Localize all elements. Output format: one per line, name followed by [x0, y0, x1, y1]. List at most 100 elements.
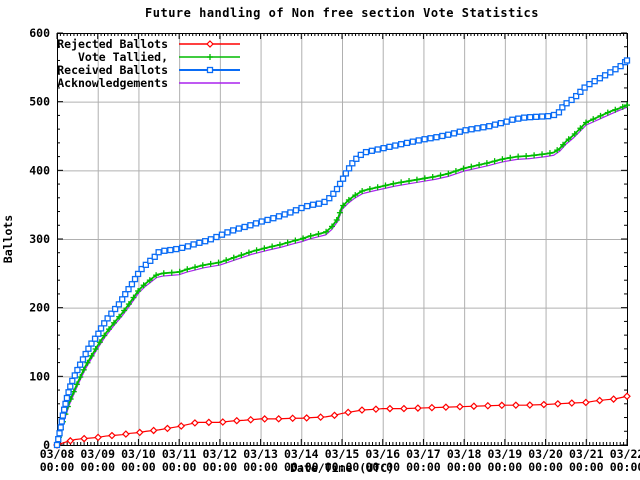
square-marker: [108, 310, 115, 317]
square-marker: [315, 200, 323, 207]
diamond-marker: [204, 418, 213, 427]
x-tick-date-label: 03/17: [406, 447, 441, 461]
diamond-marker: [122, 430, 130, 438]
square-marker: [357, 151, 364, 159]
square-marker: [125, 286, 132, 293]
square-marker: [486, 123, 493, 130]
x-tick-date-label: 03/16: [365, 447, 400, 461]
square-marker: [134, 270, 142, 278]
square-marker: [202, 238, 209, 245]
square-marker: [97, 325, 105, 332]
square-marker: [119, 296, 126, 303]
square-marker: [439, 132, 446, 140]
square-marker: [76, 361, 84, 368]
square-marker: [258, 218, 265, 225]
square-marker: [526, 114, 534, 121]
square-marker: [563, 100, 570, 107]
square-marker: [309, 201, 317, 208]
square-marker: [397, 141, 405, 148]
square-marker: [60, 406, 68, 413]
square-marker: [184, 243, 192, 250]
square-marker: [196, 239, 203, 246]
diamond-marker: [288, 414, 297, 423]
square-marker: [497, 120, 505, 127]
x-tick-date-label: 03/12: [203, 447, 238, 461]
square-marker: [74, 366, 81, 374]
square-marker: [617, 62, 624, 70]
diamond-marker: [567, 399, 576, 407]
square-marker: [207, 236, 215, 243]
diamond-marker: [344, 408, 353, 417]
x-tick-date-label: 03/21: [569, 447, 604, 461]
square-marker: [538, 113, 546, 120]
square-marker: [190, 241, 197, 248]
y-tick-label: 500: [29, 95, 50, 109]
diamond-marker: [206, 40, 214, 48]
diamond-marker: [609, 395, 618, 403]
square-marker: [427, 135, 434, 142]
y-tick-label: 0: [43, 438, 50, 452]
x-tick-time-label: 00:00: [528, 460, 563, 474]
square-marker: [623, 57, 631, 64]
square-marker: [178, 244, 186, 252]
square-marker: [82, 350, 89, 358]
square-marker: [111, 305, 119, 313]
square-marker: [304, 202, 311, 210]
square-marker: [161, 247, 168, 254]
square-marker: [151, 253, 158, 260]
square-marker: [122, 291, 129, 298]
square-marker: [275, 213, 283, 220]
square-marker: [298, 204, 305, 212]
square-marker: [339, 175, 347, 182]
square-marker: [550, 111, 558, 119]
x-tick-time-label: 00:00: [162, 460, 197, 474]
x-tick-time-label: 00:00: [203, 460, 238, 474]
y-tick-label: 200: [29, 301, 50, 315]
square-marker: [386, 143, 393, 150]
diamond-marker: [232, 416, 241, 425]
square-marker: [281, 211, 288, 218]
square-marker: [67, 383, 74, 390]
diamond-marker: [456, 402, 464, 411]
diamond-marker: [512, 401, 520, 410]
diamond-marker: [94, 433, 102, 442]
square-marker: [353, 155, 360, 162]
x-axis-label: Date/Time (UTC): [290, 461, 394, 475]
square-marker: [462, 127, 469, 134]
legend-label-vote-tallied: Vote Tallied,: [78, 50, 168, 64]
square-marker: [581, 84, 588, 91]
square-marker: [147, 257, 154, 264]
square-marker: [450, 130, 458, 137]
square-marker: [63, 394, 71, 402]
diamond-marker: [302, 414, 311, 422]
x-tick-time-label: 00:00: [80, 460, 115, 474]
square-marker: [591, 78, 598, 85]
square-marker: [321, 198, 328, 206]
square-marker: [287, 209, 294, 216]
y-tick-label: 600: [29, 26, 50, 40]
diamond-marker: [623, 392, 631, 401]
square-marker: [468, 126, 475, 133]
square-marker: [53, 441, 61, 449]
diamond-marker: [330, 411, 339, 420]
square-marker: [252, 220, 260, 227]
square-marker: [336, 180, 344, 188]
square-marker: [596, 75, 604, 82]
legend-label-received-ballots: Received Ballots: [57, 63, 168, 77]
x-tick-time-label: 00:00: [325, 460, 360, 474]
diamond-marker: [400, 404, 408, 413]
square-marker: [392, 142, 399, 149]
square-marker: [292, 207, 300, 214]
square-marker: [88, 340, 95, 347]
square-marker: [532, 113, 540, 120]
square-marker: [57, 424, 64, 431]
square-marker: [69, 377, 76, 385]
x-tick-date-label: 03/13: [243, 447, 278, 461]
x-tick-date-label: 03/14: [284, 447, 319, 461]
square-marker: [58, 418, 65, 425]
diamond-marker: [80, 434, 88, 443]
square-marker: [128, 281, 136, 288]
square-marker: [104, 315, 111, 322]
square-marker: [555, 109, 563, 116]
square-marker: [56, 430, 63, 437]
